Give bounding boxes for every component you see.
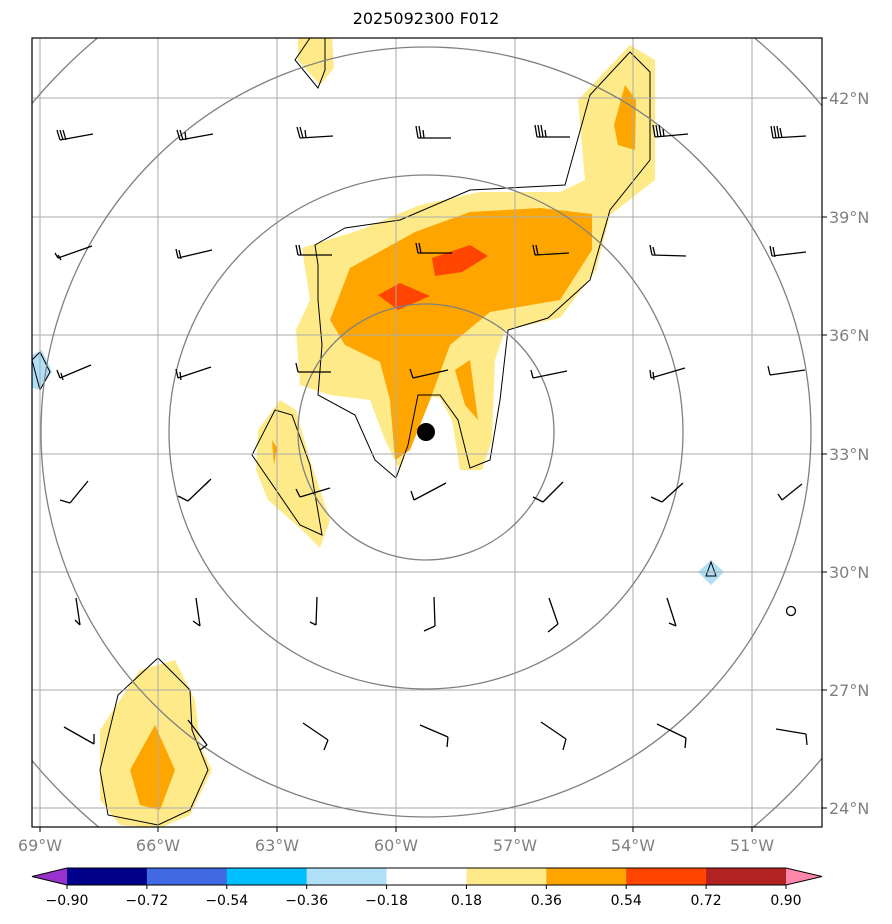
wind-barb: [175, 248, 213, 260]
lon-label: 69°W: [18, 836, 62, 855]
field-orange: [455, 360, 478, 420]
wind-barb: [309, 596, 318, 626]
wind-barb: [175, 366, 212, 381]
wind-barb: [187, 719, 208, 751]
colorbar-cell: [67, 868, 148, 885]
field-orange: [614, 85, 636, 150]
wind-barb: [409, 368, 449, 379]
lat-lon-grid: [32, 38, 822, 827]
colorbar-tick-label: 0.72: [691, 893, 722, 909]
lon-label: 63°W: [255, 836, 299, 855]
wind-barb: [295, 487, 331, 498]
colorbar-cell: [306, 868, 388, 885]
colorbar-cell: [466, 868, 547, 885]
field-red-orange: [378, 283, 430, 310]
field-light-yellow: [256, 400, 330, 548]
field-orange: [272, 440, 277, 465]
colorbar-cell: [706, 868, 787, 885]
wind-barb: [532, 481, 564, 503]
colorbar-cell: [386, 868, 467, 885]
lat-label: 42°N: [829, 89, 869, 108]
colorbar-ticks: −0.90 −0.72 −0.54 −0.36 −0.18 0.18 0.36 0.54 0.7…: [46, 885, 802, 909]
colorbar-tick-label: −0.18: [365, 893, 408, 909]
lat-labels: 42°N 39°N 36°N 33°N 30°N 27°N 24°N: [829, 89, 869, 818]
wind-barb: [770, 125, 807, 139]
field-red-orange: [432, 245, 488, 276]
colorbar-tick-label: −0.90: [46, 893, 89, 909]
wind-barb: [415, 242, 452, 254]
lat-label: 30°N: [829, 563, 869, 582]
wind-barb: [532, 244, 570, 256]
storm-center-marker: [417, 423, 435, 441]
colorbar-cell: [546, 868, 627, 885]
wind-barb: [649, 367, 686, 381]
wind-barb: [176, 129, 214, 141]
colorbar-cells: [31, 867, 823, 886]
wind-barb: [769, 245, 807, 258]
colorbar: −0.90 −0.72 −0.54 −0.36 −0.18 0.18 0.36 0.54 0.7…: [31, 867, 823, 909]
colorbar-tick-label: −0.72: [125, 893, 168, 909]
colorbar-tick-label: 0.36: [531, 893, 562, 909]
calm-wind-circle: [785, 605, 797, 617]
wind-barb: [419, 724, 449, 748]
wind-barb: [547, 597, 559, 633]
lon-label: 57°W: [493, 836, 537, 855]
figure-title: 2025092300 F012: [352, 9, 500, 28]
wind-barb: [54, 245, 93, 261]
colorbar-tick-label: 0.90: [770, 893, 801, 909]
wind-barb: [530, 369, 568, 379]
lat-label: 27°N: [829, 681, 869, 700]
wind-barb: [63, 726, 95, 745]
colorbar-tick-label: 0.18: [451, 893, 482, 909]
lon-label: 66°W: [136, 836, 180, 855]
map-frame: [31, 37, 823, 828]
colorbar-extend-high: [786, 868, 822, 885]
wind-barb: [775, 728, 808, 746]
wind-barb: [56, 364, 92, 381]
wind-barb: [423, 596, 436, 632]
wind-barb: [59, 480, 89, 504]
lat-label: 33°N: [829, 445, 869, 464]
wind-barb: [74, 597, 81, 626]
wind-barb: [295, 362, 331, 373]
wind-barb: [534, 124, 570, 138]
lon-label: 60°W: [374, 836, 418, 855]
colorbar-cell: [626, 868, 707, 885]
wind-barb: [177, 478, 212, 502]
field-orange: [130, 725, 175, 810]
wind-barb: [650, 482, 684, 503]
wind-barb: [540, 721, 567, 751]
wind-barb: [410, 482, 447, 501]
wind-barb: [295, 244, 332, 256]
lat-label: 36°N: [829, 326, 869, 345]
wind-barb: [652, 124, 689, 138]
colorbar-tick-label: −0.54: [205, 893, 248, 909]
lon-label: 51°W: [730, 836, 774, 855]
colorbar-tick-label: −0.36: [285, 893, 328, 909]
wind-barb: [56, 129, 94, 141]
wind-barb: [302, 722, 329, 751]
tick-marks: [39, 97, 827, 832]
wind-barb: [415, 125, 451, 139]
wind-barb: [296, 126, 334, 139]
lon-labels: 69°W 66°W 63°W 60°W 57°W 54°W 51°W: [18, 836, 774, 855]
wind-barb: [767, 365, 806, 376]
colorbar-cell: [226, 868, 308, 885]
lat-label: 24°N: [829, 799, 869, 818]
wind-barb: [666, 597, 677, 627]
wind-barb: [656, 723, 687, 749]
colorbar-cell: [146, 868, 228, 885]
wind-barb: [777, 483, 803, 501]
colorbar-extend-low: [32, 868, 67, 885]
wind-barbs: [54, 124, 808, 751]
lon-label: 54°W: [611, 836, 655, 855]
wind-barb: [192, 597, 201, 627]
wind-barb: [649, 244, 687, 257]
colorbar-tick-label: 0.54: [611, 893, 642, 909]
lat-label: 39°N: [829, 208, 869, 227]
